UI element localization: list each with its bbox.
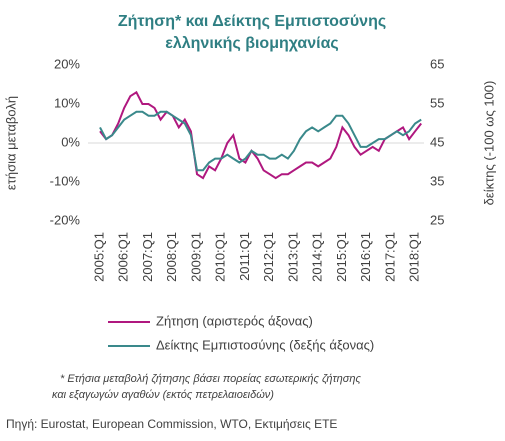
y2-axis-label: δείκτης (-100 ως 100)	[481, 81, 496, 206]
x-tick-label: 2005:Q1	[91, 232, 106, 282]
footnote: * Ετήσια μεταβολή ζήτησης βάσει πορείας …	[60, 373, 361, 385]
x-tick-label: 2015:Q1	[334, 232, 349, 282]
y2-tick-label: 55	[430, 95, 444, 110]
x-tick-label: 2018:Q1	[407, 232, 422, 282]
legend-label: Δείκτης Εμπιστοσύνης (δεξής άξονας)	[156, 337, 374, 352]
y-axis-label: ετήσια μεταβολή	[3, 96, 18, 190]
y2-tick-label: 35	[430, 173, 444, 188]
y2-tick-label: 25	[430, 212, 444, 227]
x-tick-label: 2013:Q1	[285, 232, 300, 282]
y-tick-label: 20%	[54, 56, 80, 71]
x-tick-label: 2008:Q1	[164, 232, 179, 282]
x-tick-label: 2006:Q1	[116, 232, 131, 282]
chart-title: ελληνικής βιομηχανίας	[165, 35, 338, 52]
x-tick-label: 2017:Q1	[382, 232, 397, 282]
x-tick-label: 2007:Q1	[140, 232, 155, 282]
x-tick-label: 2014:Q1	[310, 232, 325, 282]
y-tick-label: 10%	[54, 95, 80, 110]
x-tick-label: 2016:Q1	[358, 232, 373, 282]
footnote: και εξαγωγών αγαθών (εκτός πετρελαιοειδώ…	[52, 389, 274, 401]
chart-title: Ζήτηση* και Δείκτης Εμπιστοσύνης	[118, 13, 386, 30]
y2-tick-label: 65	[430, 56, 444, 71]
x-tick-label: 2009:Q1	[188, 232, 203, 282]
series-line	[99, 90, 422, 180]
y-tick-label: -10%	[50, 173, 81, 188]
x-tick-label: 2010:Q1	[213, 232, 228, 282]
series-line	[99, 110, 422, 172]
y2-tick-label: 45	[430, 134, 444, 149]
legend-label: Ζήτηση (αριστερός άξονας)	[156, 313, 313, 328]
y-tick-label: 0%	[61, 134, 80, 149]
x-tick-label: 2012:Q1	[261, 232, 276, 282]
y-tick-label: -20%	[50, 212, 81, 227]
source: Πηγή: Eurostat, European Commission, WTO…	[6, 417, 337, 431]
x-tick-label: 2011:Q1	[237, 232, 252, 281]
